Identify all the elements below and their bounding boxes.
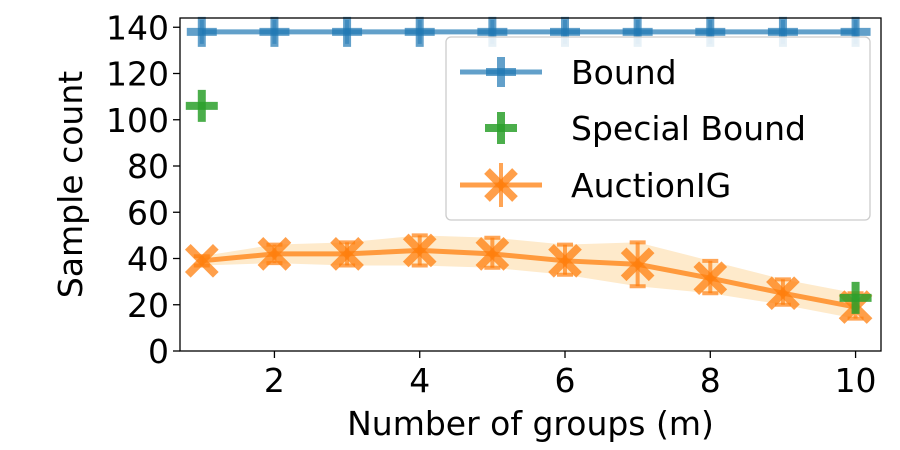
y-tick-label: 120: [106, 55, 169, 94]
y-tick-label: 0: [148, 332, 169, 371]
legend: Bound Special Bound AuctionIG: [445, 36, 871, 221]
auctionig-marker-b: [548, 243, 582, 278]
legend-entry-auctionig: AuctionIG: [460, 163, 731, 207]
auctionig-point-2: [257, 237, 292, 271]
y-axis-title: Sample count: [51, 71, 90, 298]
auctionig-point-4: [402, 233, 437, 268]
auctionig-marker-b: [257, 237, 292, 271]
y-tick-label: 40: [127, 240, 169, 279]
auctionig-confidence-band: [201, 235, 856, 319]
y-axis-ticks: 0 20 40 60 80 100 120 140: [106, 8, 180, 371]
y-tick-label: 20: [127, 286, 169, 325]
auctionig-marker-b: [330, 237, 364, 271]
auctionig-point-6: [548, 242, 582, 278]
auctionig-marker-b: [766, 276, 800, 311]
x-tick-label: 4: [409, 361, 430, 400]
series-special-bound: [185, 89, 872, 314]
auctionig-marker-b: [184, 243, 219, 278]
special-bound-point-1: [185, 89, 218, 122]
series-auctionig: [184, 233, 873, 324]
y-tick-label: 100: [106, 101, 169, 140]
special-bound-point-2: [839, 281, 872, 314]
auctionig-point-7: [620, 240, 655, 289]
bound-point-2: [259, 16, 290, 47]
y-tick-label: 60: [127, 193, 169, 232]
y-tick-label: 80: [127, 147, 169, 186]
x-tick-label: 6: [555, 361, 576, 400]
x-axis-title: Number of groups (m): [347, 404, 714, 443]
auctionig-marker-b: [475, 237, 510, 271]
bound-point-1: [186, 16, 217, 47]
auctionig-point-8: [693, 258, 728, 296]
series-bound: [186, 16, 871, 47]
auctionig-point-3: [330, 237, 364, 271]
bound-point-3: [332, 16, 363, 47]
auctionig-marker-b: [620, 247, 655, 282]
legend-special-bound-label: Special Bound: [571, 109, 806, 148]
bound-point-4: [404, 16, 435, 47]
x-tick-label: 2: [264, 361, 285, 400]
legend-box: [445, 36, 871, 221]
auctionig-point-5: [475, 235, 510, 271]
legend-auctionig-marker-b: [484, 168, 518, 202]
legend-auctionig-label: AuctionIG: [571, 166, 731, 205]
x-axis-ticks: 2 4 6 8 10: [264, 351, 877, 400]
legend-entry-special-bound: Special Bound: [485, 109, 806, 148]
x-tick-label: 10: [835, 361, 877, 400]
auctionig-marker-b: [693, 261, 728, 295]
legend-bound-label: Bound: [571, 53, 677, 92]
auctionig-line: [201, 247, 857, 310]
auctionig-marker-b: [402, 233, 437, 268]
y-tick-label: 140: [106, 8, 169, 47]
auctionig-point-1: [184, 243, 219, 278]
auctionig-point-9: [766, 276, 800, 311]
plot-frame: [179, 17, 882, 352]
x-tick-label: 8: [700, 361, 721, 400]
legend-entry-bound: Bound: [460, 53, 677, 92]
